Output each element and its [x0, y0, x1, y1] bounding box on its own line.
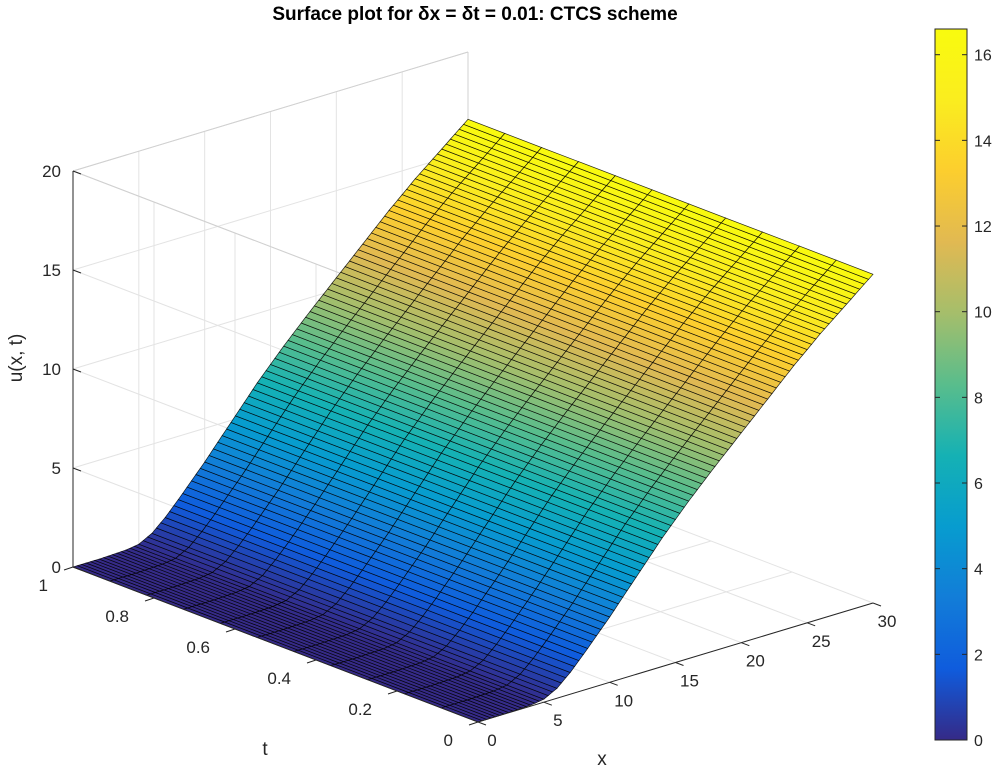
x-tick-label: 20 [746, 652, 765, 671]
colorbar-tick-label: 0 [974, 733, 983, 750]
t-tick-mark [387, 690, 398, 695]
t-axis-line [72, 566, 479, 723]
z-tick-mark [72, 170, 82, 175]
x-tick-label: 15 [680, 672, 699, 691]
z-tick-mark [72, 467, 82, 472]
surface-patch [831, 259, 874, 280]
t-tick-label: 0.6 [186, 638, 210, 657]
z-tick-mark [72, 566, 82, 571]
z-tick-label: 20 [42, 162, 61, 181]
t-tick-label: 0 [444, 731, 453, 750]
x-tick-mark [806, 622, 816, 627]
colorbar-tick-label: 12 [974, 219, 992, 236]
axes-frame [63, 170, 882, 726]
t-tick-mark [144, 597, 155, 602]
x-tick-mark [741, 642, 750, 647]
colorbar-tick-label: 16 [974, 48, 992, 65]
surface [71, 118, 874, 723]
z-tick-mark [72, 269, 82, 274]
colorbar-tick-label: 14 [974, 133, 992, 150]
chart-title: Surface plot for δx = δt = 0.01: CTCS sc… [272, 4, 677, 25]
y-axis-label: t [262, 739, 268, 760]
z-tick-label: 10 [42, 360, 61, 379]
t-tick-mark [306, 659, 317, 664]
x-tick-label: 5 [553, 711, 562, 730]
t-tick-label: 1 [39, 576, 48, 595]
x-tick-label: 0 [487, 731, 496, 750]
t-tick-mark [225, 628, 236, 633]
colorbar-tick-label: 6 [974, 476, 983, 493]
t-tick-label: 0.2 [348, 700, 372, 719]
t-tick-mark [468, 721, 479, 726]
x-tick-mark [477, 721, 487, 726]
t-tick-label: 0.4 [267, 669, 291, 688]
z-tick-label: 5 [52, 459, 61, 478]
colorbar: 0 2 4 6 8 10 12 14 16 [934, 28, 992, 750]
x-tick-mark [609, 681, 618, 686]
z-tick-label: 0 [52, 558, 61, 577]
colorbar-tick-label: 10 [974, 305, 992, 322]
z-tick-label: 15 [42, 261, 61, 280]
x-axis-label: x [597, 749, 607, 770]
colorbar-ticks: 0 2 4 6 8 10 12 14 16 [935, 48, 992, 750]
z-axis-label: u(x, t) [6, 334, 27, 383]
box-edge [72, 51, 469, 172]
x-tick-label: 10 [614, 691, 633, 710]
z-tick-mark [72, 368, 82, 373]
x-tick-label: 25 [812, 632, 831, 651]
t-tick-label: 0.8 [105, 607, 129, 626]
colorbar-tick-label: 2 [974, 647, 983, 664]
colorbar-tick-label: 8 [974, 390, 983, 407]
x-tick-mark [872, 602, 882, 607]
x-tick-label: 30 [878, 612, 897, 631]
colorbar-tick-label: 4 [974, 562, 983, 579]
t-tick-mark [63, 566, 74, 571]
x-tick-mark [543, 701, 553, 706]
colorbar-gradient-bar [934, 28, 968, 741]
x-tick-mark [675, 662, 684, 666]
